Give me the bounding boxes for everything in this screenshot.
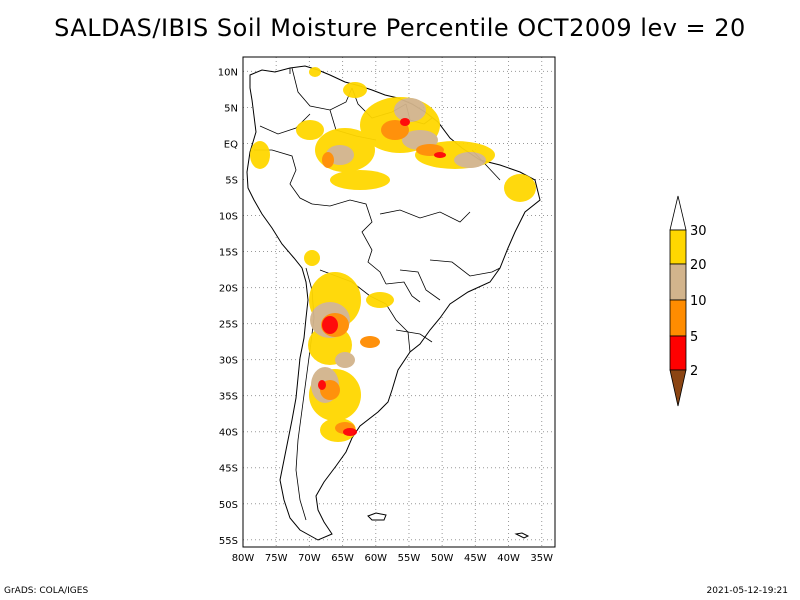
lon-tick-label: 35W — [530, 553, 553, 564]
south-georgia-island — [514, 532, 530, 539]
falkland-islands — [367, 512, 387, 521]
lat-tick-label: 45S — [219, 464, 238, 475]
legend-label: 2 — [690, 364, 698, 379]
map-title: SALDAS/IBIS Soil Moisture Percentile OCT… — [54, 14, 746, 42]
legend-swatch-20-30 — [669, 229, 687, 265]
footer-timestamp: 2021-05-12-19:21 — [706, 586, 789, 596]
lon-tick-label: 60W — [364, 553, 387, 564]
legend-top-triangle — [669, 195, 687, 231]
lat-tick-label: 15S — [219, 248, 238, 259]
lat-tick-label: 30S — [219, 356, 238, 367]
legend-swatch-2-5 — [669, 335, 687, 371]
legend-bottom-triangle — [669, 369, 687, 407]
lat-tick-label: 35S — [219, 392, 238, 403]
lat-tick-label: 50S — [219, 500, 238, 511]
legend-label: 20 — [690, 258, 707, 273]
lon-tick-label: 65W — [331, 553, 354, 564]
footer-credit: GrADS: COLA/IGES — [4, 586, 89, 596]
lon-tick-label: 80W — [232, 553, 255, 564]
legend-swatch-10-20 — [669, 263, 687, 301]
percentile-shading — [250, 67, 536, 442]
lon-tick-label: 40W — [497, 553, 520, 564]
lat-tick-label: 25S — [219, 320, 238, 331]
lon-tick-label: 45W — [464, 553, 487, 564]
lon-tick-label: 75W — [265, 553, 288, 564]
lat-tick-label: 55S — [219, 536, 238, 547]
legend-label: 5 — [690, 330, 698, 345]
lat-tick-label: 5S — [225, 176, 238, 187]
lon-tick-label: 50W — [431, 553, 454, 564]
latitude-labels: 10N 5N EQ 5S 10S 15S 20S 25S 30S 35S 40S 45S 50S 55S — [218, 67, 238, 546]
legend-colorbar: 30 20 10 5 2 — [669, 195, 707, 407]
legend-swatch-5-10 — [669, 299, 687, 337]
lat-tick-label: 40S — [219, 428, 238, 439]
longitude-labels: 80W 75W 70W 65W 60W 55W 50W 45W 40W 35W — [232, 553, 553, 564]
lat-tick-label: EQ — [224, 139, 238, 150]
lat-tick-label: 10N — [218, 67, 238, 78]
lat-tick-label: 20S — [219, 284, 238, 295]
lon-tick-label: 55W — [398, 553, 421, 564]
map-frame-overlay — [242, 56, 556, 548]
legend-label: 30 — [690, 224, 707, 239]
lat-tick-label: 10S — [219, 212, 238, 223]
legend-label: 10 — [690, 294, 707, 309]
lat-tick-label: 5N — [224, 103, 238, 114]
lon-tick-label: 70W — [298, 553, 321, 564]
